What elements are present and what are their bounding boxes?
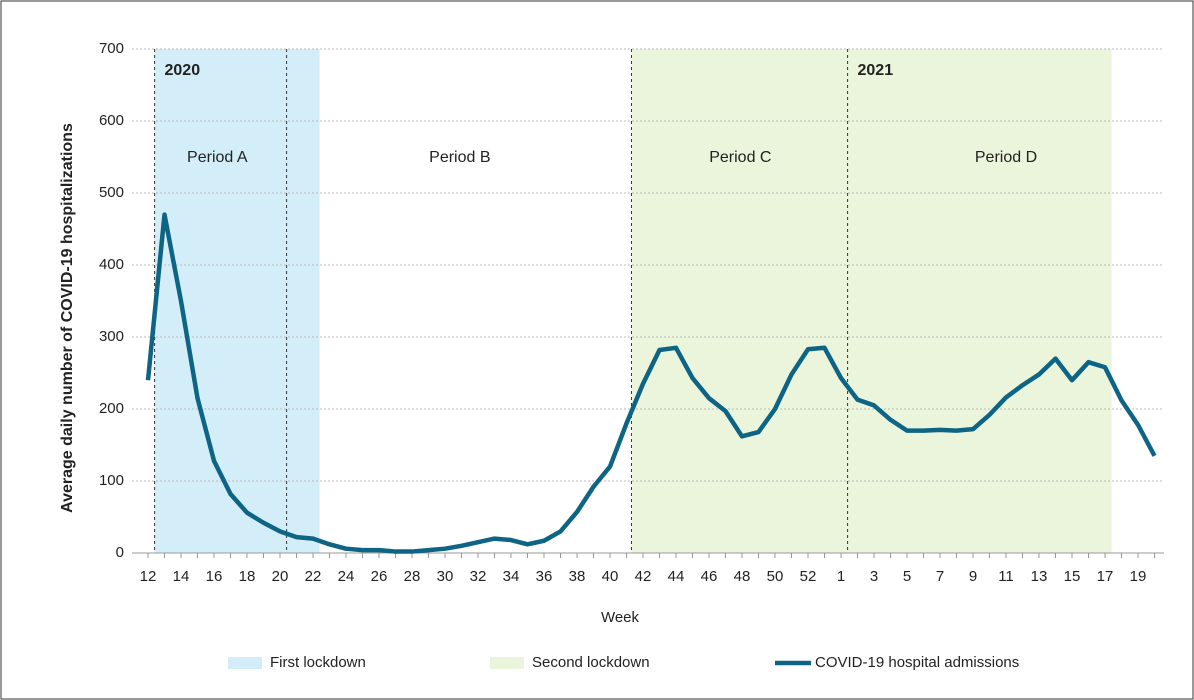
x-tick-label: 14	[173, 568, 190, 585]
y-axis-title: Average daily number of COVID-19 hospita…	[59, 123, 76, 513]
annotation: Period A	[187, 149, 248, 166]
x-tick-label: 28	[404, 568, 421, 585]
x-tick-label: 22	[305, 568, 322, 585]
legend-swatch	[228, 657, 262, 669]
x-tick-label: 5	[903, 568, 911, 585]
x-tick-label: 44	[668, 568, 685, 585]
y-tick-label: 0	[116, 544, 124, 561]
x-tick-label: 1	[837, 568, 845, 585]
x-tick-label: 9	[969, 568, 977, 585]
x-tick-label: 34	[503, 568, 520, 585]
x-tick-label: 3	[870, 568, 878, 585]
y-tick-label: 500	[99, 184, 124, 201]
region	[631, 49, 1112, 553]
x-tick-label: 52	[800, 568, 817, 585]
legend-label: Second lockdown	[532, 654, 650, 671]
annotation: Period D	[975, 149, 1037, 166]
legend-label: COVID-19 hospital admissions	[815, 654, 1019, 671]
x-tick-label: 7	[936, 568, 944, 585]
x-tick-label: 16	[206, 568, 223, 585]
y-tick-label: 600	[99, 112, 124, 129]
x-tick-label: 38	[569, 568, 586, 585]
line-series	[145, 212, 1157, 554]
x-tick-label: 50	[767, 568, 784, 585]
x-tick-label: 30	[437, 568, 454, 585]
legend-swatch	[490, 657, 524, 669]
x-tick-label: 19	[1130, 568, 1147, 585]
x-tick-label: 42	[635, 568, 652, 585]
x-tick-label: 20	[272, 568, 289, 585]
y-tick-label: 200	[99, 400, 124, 417]
annotation: 2021	[858, 62, 894, 79]
y-tick-label: 700	[99, 40, 124, 57]
annotation: 2020	[165, 62, 201, 79]
x-tick-label: 13	[1031, 568, 1048, 585]
x-tick-label: 17	[1097, 568, 1114, 585]
x-axis-title: Week	[601, 609, 640, 626]
y-tick-label: 100	[99, 472, 124, 489]
x-tick-label: 36	[536, 568, 553, 585]
x-tick-label: 48	[734, 568, 751, 585]
x-tick-label: 11	[998, 568, 1014, 585]
annotation: Period B	[429, 149, 490, 166]
x-tick-label: 40	[602, 568, 619, 585]
x-tick-label: 46	[701, 568, 718, 585]
annotation: Period C	[709, 149, 771, 166]
x-tick-label: 12	[140, 568, 157, 585]
x-tick-label: 32	[470, 568, 487, 585]
y-tick-label: 400	[99, 256, 124, 273]
x-tick-label: 24	[338, 568, 355, 585]
x-tick-label: 26	[371, 568, 388, 585]
legend-label: First lockdown	[270, 654, 366, 671]
y-tick-label: 300	[99, 328, 124, 345]
x-tick-label: 18	[239, 568, 256, 585]
x-tick-label: 15	[1064, 568, 1081, 585]
